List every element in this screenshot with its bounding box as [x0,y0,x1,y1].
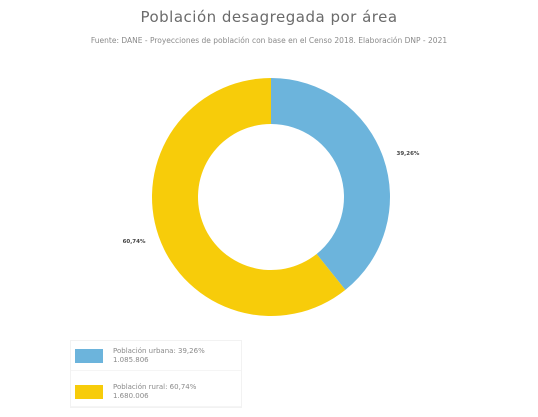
slice-label-0: 39,26% [397,151,420,157]
legend-item-urban: Población urbana: 39,26% 1.085.806 [71,341,241,371]
legend-item-rural: Población rural: 60,74% 1.680.006 [71,377,241,407]
legend-value-rural: 1.680.006 [113,392,196,401]
legend-label-rural: Población rural: 60,74% [113,383,196,392]
legend-label-urban: Población urbana: 39,26% [113,347,205,356]
chart-legend: Población urbana: 39,26% 1.085.806 Pobla… [70,340,242,408]
donut-slice-0 [271,78,390,290]
legend-swatch-rural [75,385,103,399]
slice-label-1: 60,74% [123,239,146,245]
legend-swatch-urban [75,349,103,363]
legend-value-urban: 1.085.806 [113,356,205,365]
